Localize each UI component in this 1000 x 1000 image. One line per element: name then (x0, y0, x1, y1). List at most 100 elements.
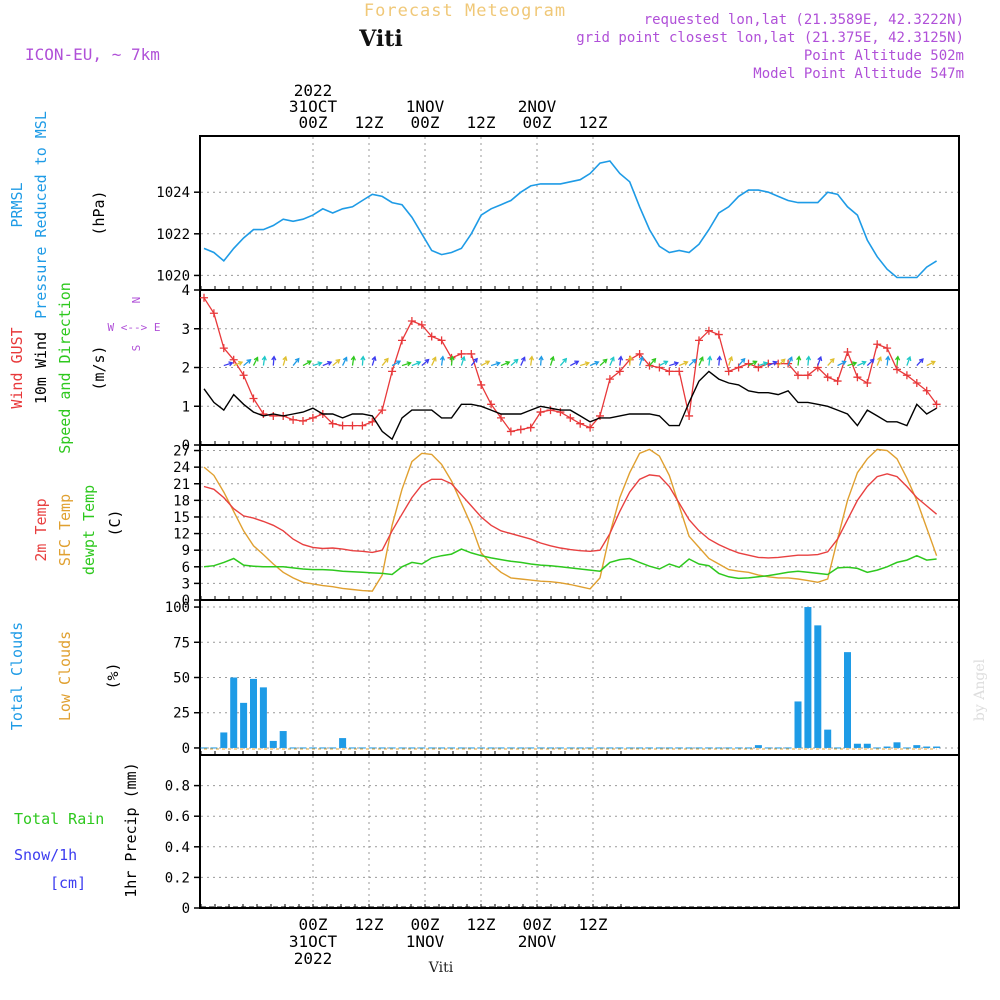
compass-we: W <--> E (108, 321, 161, 334)
gust-marker (833, 377, 842, 386)
gust-marker (675, 367, 684, 376)
wind-direction-arrowhead (841, 360, 847, 366)
wind-direction-arrowhead (335, 358, 341, 364)
gust-marker (922, 386, 931, 395)
label-wind-gust: Wind GUST (8, 327, 26, 408)
wind-direction-arrowhead (294, 357, 300, 363)
label-percent: (%) (104, 662, 122, 689)
wind-direction-arrowhead (707, 355, 713, 361)
total-cloud-bar (923, 746, 931, 748)
wind-direction-arrowhead (416, 360, 422, 366)
wind-direction-arrow (589, 361, 599, 367)
wind-direction-arrow (926, 361, 936, 367)
wind-direction-arrow (549, 356, 554, 366)
bottom-date-label: 12Z (355, 915, 384, 934)
wind-direction-arrow (807, 356, 810, 366)
top-date-label: 12Z (579, 113, 608, 132)
ytick-label: 2 (182, 361, 190, 377)
wind-direction-arrowhead (538, 355, 544, 361)
label-1hr-precip: 1hr Precip (mm) (122, 762, 140, 897)
total-cloud-bar (893, 742, 901, 748)
wind-direction-arrow (490, 362, 500, 367)
gust-marker (586, 423, 595, 432)
ytick-label: 21 (173, 477, 190, 493)
wind-direction-arrow (797, 356, 800, 366)
wind-direction-arrowhead (439, 355, 446, 361)
ytick-label: 1022 (156, 227, 190, 243)
wind-direction-arrow (599, 359, 608, 367)
pressure-line (203, 160, 938, 279)
wind-direction-arrowhead (360, 355, 366, 361)
bottom-date-label: 1NOV (406, 932, 445, 951)
gust-marker (487, 400, 496, 409)
ytick-label: 12 (173, 527, 190, 543)
gust-marker (467, 349, 476, 358)
wind-direction-arrowhead (562, 357, 568, 363)
compass-n: N (130, 297, 143, 304)
wind-direction-arrow (233, 361, 243, 367)
wind-direction-arrowhead (698, 356, 704, 362)
wind-direction-arrow (322, 361, 332, 367)
wind-direction-arrow (252, 357, 259, 366)
wind-speed-line (203, 370, 937, 441)
wind-direction-arrowhead (796, 355, 802, 361)
gust-marker (576, 419, 585, 428)
gust-marker (695, 336, 703, 345)
grid-coords: grid point closest lon,lat (21.375E, 42.… (576, 30, 964, 46)
gust-marker (388, 367, 397, 376)
wind-direction-arrowhead (683, 360, 689, 366)
total-cloud-bar (794, 701, 802, 748)
gust-marker (249, 394, 258, 403)
point-altitude: Point Altitude 502m (804, 48, 964, 64)
wind-direction-arrow (272, 356, 275, 366)
gust-marker (308, 413, 317, 422)
wind-direction-arrow (886, 356, 889, 366)
gust-marker (398, 336, 406, 345)
ytick-label: 0.4 (165, 840, 190, 856)
wind-direction-arrow (342, 357, 348, 366)
ytick-label: 0 (182, 901, 190, 917)
wind-direction-arrow (559, 358, 567, 366)
wind-direction-arrow (609, 357, 615, 366)
label-pressure-msl: Pressure Reduced to MSL (32, 111, 50, 319)
bottom-date-label: 00Z (299, 915, 328, 934)
bottom-date-label: 2NOV (518, 932, 557, 951)
gust-marker (516, 425, 525, 434)
wind-direction-arrowhead (861, 360, 867, 366)
wind-direction-arrow (391, 360, 401, 367)
wind-direction-arrowhead (342, 356, 348, 362)
wind-direction-arrowhead (306, 360, 312, 365)
wind-direction-arrow (351, 356, 355, 366)
wind-direction-arrow (718, 356, 721, 366)
pressure-panel (199, 135, 960, 291)
ytick-label: 50 (173, 671, 190, 687)
total-cloud-bar (933, 746, 941, 748)
total-cloud-bar (844, 652, 851, 748)
wind-direction-arrow (827, 358, 835, 367)
gust-marker (794, 371, 802, 380)
wind-direction-arrow (698, 357, 704, 366)
wind-direction-arrow (906, 356, 911, 366)
gust-marker (615, 367, 624, 376)
wind-direction-arrow (738, 358, 746, 366)
wind-direction-arrowhead (906, 355, 912, 362)
wind-direction-arrowhead (317, 361, 323, 367)
ytick-label: 1 (182, 399, 190, 415)
wind-direction-arrowhead (716, 355, 722, 361)
wind-direction-arrowhead (805, 355, 812, 361)
top-date-label: 2NOV (518, 97, 557, 116)
wind-direction-arrow (520, 357, 526, 366)
gust-marker (873, 340, 882, 349)
ytick-label: 75 (173, 635, 190, 651)
total-cloud-bar (863, 743, 871, 748)
gust-marker (457, 349, 466, 358)
wind-direction-arrowhead (485, 360, 491, 366)
bottom-date-label: 12Z (467, 915, 496, 934)
gust-marker (823, 373, 832, 382)
ytick-label: 15 (173, 510, 190, 526)
wind-direction-arrow (411, 361, 421, 367)
bottom-date-label: 00Z (411, 915, 440, 934)
wind-direction-arrow (262, 356, 266, 366)
ytick-label: 0.8 (165, 779, 190, 795)
ytick-label: 24 (173, 460, 190, 476)
